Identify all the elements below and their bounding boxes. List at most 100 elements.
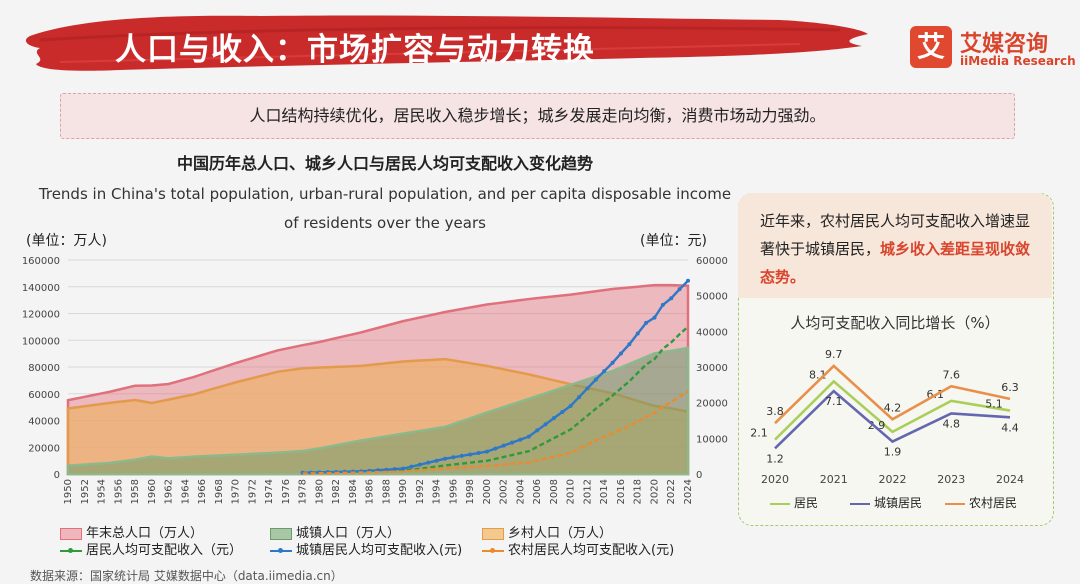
y2-tick-label: 30000 <box>696 363 728 374</box>
legend-line <box>270 547 292 553</box>
x-tick-label: 1970 <box>231 479 242 504</box>
income-point <box>610 360 615 365</box>
legend-line <box>482 547 504 553</box>
y2-tick-label: 60000 <box>696 256 728 267</box>
brand-logo: 艾 艾媒咨询 iiMedia Research <box>910 24 1076 74</box>
x-tick-label: 1956 <box>113 479 124 504</box>
x-tick-label: 2008 <box>549 479 560 504</box>
logo-name-en: iiMedia Research <box>960 54 1076 68</box>
growth-line-0 <box>774 379 1011 441</box>
income-point <box>501 443 506 448</box>
x-tick-label: 1952 <box>80 479 91 504</box>
x-tick-label: 1980 <box>314 479 325 504</box>
data-label: 6.3 <box>1001 381 1019 394</box>
data-label: 2.9 <box>868 419 886 432</box>
income-line-2 <box>302 390 689 475</box>
data-label: 9.7 <box>825 348 843 361</box>
x-tick-label: 1966 <box>197 479 208 504</box>
x-tick-label: 2023 <box>937 473 965 486</box>
x-tick-label: 1998 <box>465 479 476 504</box>
x-tick-label: 2024 <box>996 473 1024 486</box>
x-tick-label: 2021 <box>820 473 848 486</box>
income-point <box>551 416 556 421</box>
x-tick-label: 1954 <box>97 479 108 504</box>
income-point <box>560 409 565 414</box>
legend-item-income-urban: 城镇居民人均可支配收入(元) <box>270 542 462 559</box>
x-tick-label: 1960 <box>147 479 158 504</box>
y-tick-label: 0 <box>54 470 60 481</box>
legend-swatch <box>60 527 82 540</box>
y2-tick-label: 50000 <box>696 292 728 303</box>
income-point <box>493 446 498 451</box>
x-tick-label: 1972 <box>247 479 258 504</box>
income-point <box>443 456 448 461</box>
income-point <box>426 460 431 465</box>
x-tick-label: 1950 <box>63 479 74 504</box>
x-tick-label: 2024 <box>683 479 694 504</box>
income-point <box>434 458 439 463</box>
header-banner <box>25 15 868 71</box>
income-point <box>392 467 397 472</box>
x-tick-label: 1988 <box>381 479 392 504</box>
data-label: 4.2 <box>884 401 902 414</box>
data-label: 1.2 <box>766 452 784 465</box>
x-tick-label: 2016 <box>616 479 627 504</box>
main-area-chart: 0200004000060000800001000001200001400001… <box>22 256 728 504</box>
income-point <box>686 278 690 283</box>
income-point <box>535 428 540 433</box>
legend-line <box>850 502 870 505</box>
income-point <box>459 453 464 458</box>
x-tick-label: 2020 <box>761 473 789 486</box>
legend-item-rural-residents: 农村居民 <box>945 495 1017 511</box>
income-point <box>618 351 623 356</box>
income-point <box>593 377 598 382</box>
income-point <box>484 449 489 454</box>
x-tick-label: 1968 <box>214 479 225 504</box>
x-tick-label: 1974 <box>264 479 275 504</box>
y-tick-label: 40000 <box>28 417 60 428</box>
income-point <box>543 422 548 427</box>
data-label: 7.1 <box>825 395 843 408</box>
income-point <box>510 440 515 445</box>
legend-line <box>60 547 82 553</box>
x-tick-label: 1992 <box>415 479 426 504</box>
x-tick-label: 1996 <box>448 479 459 504</box>
side-note: 近年来，农村居民人均可支配收入增速显著快于城镇居民，城乡收入差距呈现收敛态势。 <box>738 193 1052 298</box>
y2-tick-label: 10000 <box>696 434 728 445</box>
income-point <box>384 467 389 472</box>
y-tick-label: 60000 <box>28 390 60 401</box>
side-note-highlight: 城乡收入差距呈现收敛态势。 <box>760 240 1031 286</box>
legend-swatch <box>270 527 292 540</box>
legend-item-urban-residents: 城镇居民 <box>850 495 922 511</box>
x-tick-label: 2022 <box>879 473 907 486</box>
income-point <box>577 395 582 400</box>
growth-line-2 <box>774 364 1011 425</box>
x-tick-label: 2020 <box>649 479 660 504</box>
income-point <box>644 320 649 325</box>
y-tick-label: 160000 <box>22 256 60 267</box>
x-tick-label: 1964 <box>180 479 191 504</box>
income-point <box>635 331 640 336</box>
x-tick-label: 2014 <box>599 479 610 504</box>
x-tick-label: 1990 <box>398 479 409 504</box>
income-point <box>660 302 665 307</box>
income-point <box>526 434 531 439</box>
x-tick-label: 1958 <box>130 479 141 504</box>
income-point <box>568 403 573 408</box>
x-tick-label: 2004 <box>515 479 526 504</box>
income-point <box>401 466 406 471</box>
data-source-note: 数据来源：国家统计局 艾媒数据中心（data.iimedia.cn） <box>30 569 343 583</box>
x-tick-label: 2012 <box>582 479 593 504</box>
legend-line <box>945 502 965 505</box>
x-tick-label: 2000 <box>482 479 493 504</box>
x-tick-label: 2010 <box>566 479 577 504</box>
growth-line-1 <box>774 389 1011 450</box>
data-label: 3.8 <box>766 405 784 418</box>
data-label: 2.1 <box>750 427 768 440</box>
summary-banner: 人口结构持续优化，居民收入稳步增长；城乡发展走向均衡，消费市场动力强劲。 <box>60 93 1015 139</box>
y2-tick-label: 40000 <box>696 327 728 338</box>
income-point <box>677 287 682 292</box>
legend-item-income-all: 居民人均可支配收入（元） <box>60 542 242 559</box>
y-tick-label: 100000 <box>22 336 60 347</box>
legend-line <box>770 502 790 505</box>
